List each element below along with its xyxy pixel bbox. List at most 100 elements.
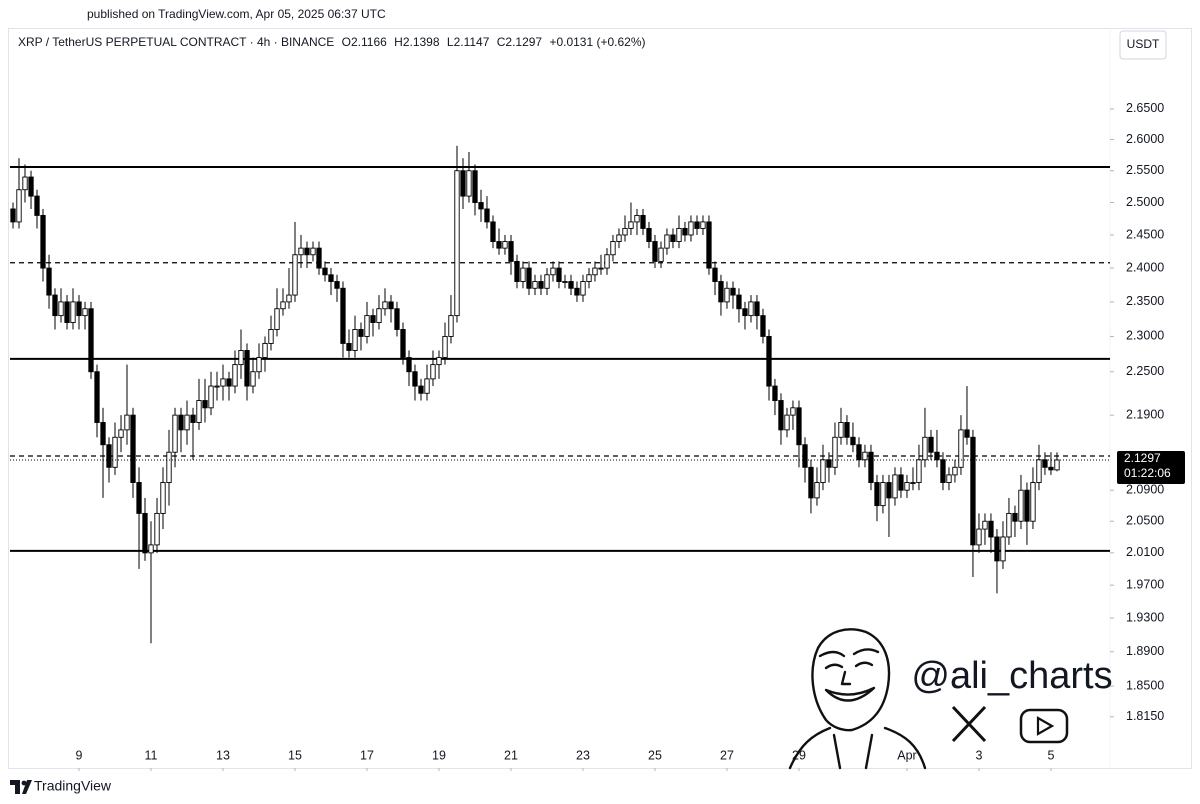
- candle-body: [1042, 459, 1048, 468]
- candle-body: [94, 371, 100, 423]
- x-tick-label: 11: [145, 748, 158, 762]
- candle-body: [190, 414, 196, 423]
- candle-body: [286, 294, 292, 303]
- candle-body: [598, 267, 604, 270]
- y-tick-label: 2.0500: [1126, 514, 1164, 528]
- candle-body: [640, 214, 646, 229]
- candle-body: [196, 400, 202, 423]
- candle-body: [166, 451, 172, 483]
- candle-body: [400, 329, 406, 358]
- x-tick-label: 13: [216, 748, 230, 762]
- x-tick-label: 5: [1047, 748, 1054, 762]
- candle-body: [304, 247, 310, 256]
- youtube-play: [1036, 716, 1055, 736]
- candle-body: [268, 329, 274, 344]
- currency-button[interactable]: [1119, 30, 1167, 60]
- candle-body: [256, 357, 262, 373]
- y-tick-label: 2.5000: [1126, 195, 1164, 209]
- candle-body: [100, 422, 106, 446]
- candle-body: [712, 267, 718, 282]
- candle-body: [616, 234, 622, 242]
- y-tick-label: 2.3500: [1126, 294, 1164, 308]
- candle-body: [118, 429, 124, 438]
- candle-body: [376, 308, 382, 323]
- watermark-handle: @ali_charts: [911, 655, 1112, 697]
- candle-body: [814, 482, 820, 499]
- ohlc-label: H: [394, 35, 403, 49]
- smile: [824, 686, 876, 702]
- candle-body: [994, 536, 1000, 562]
- candle-body: [1000, 536, 1006, 562]
- candle-body: [556, 267, 562, 282]
- candle-body: [388, 301, 394, 310]
- candle-body: [370, 315, 376, 323]
- x-tick-label: 21: [504, 748, 518, 762]
- candle-body: [328, 274, 334, 282]
- currency[interactable]: USDT: [1127, 37, 1160, 51]
- candle-body: [124, 414, 130, 431]
- candle-body: [1048, 466, 1054, 471]
- candle-body: [352, 329, 358, 351]
- candle-body: [292, 254, 298, 296]
- candle-body: [220, 378, 226, 387]
- y-tick-label: 2.4000: [1126, 260, 1164, 274]
- candle-body: [580, 281, 586, 296]
- candle-body: [724, 287, 730, 303]
- x-tick-label: 3: [975, 748, 982, 762]
- candle-body: [112, 436, 118, 468]
- last-price-box: [1117, 450, 1185, 484]
- candle-body: [754, 301, 760, 317]
- x-logo: [951, 705, 987, 743]
- candle-body: [652, 241, 658, 262]
- candle-body: [628, 221, 634, 229]
- candle-body: [730, 287, 736, 296]
- x-tick-label: 25: [648, 748, 662, 762]
- youtube-frame: [1019, 708, 1069, 744]
- candle-body: [58, 301, 64, 317]
- candle-body: [718, 281, 724, 303]
- candle-body: [280, 301, 286, 310]
- candle-body: [490, 221, 496, 242]
- y-tick-label: 2.5500: [1126, 163, 1164, 177]
- candle-body: [808, 466, 814, 499]
- candle-body: [232, 364, 238, 387]
- candle-body: [910, 482, 916, 484]
- candle-body: [142, 512, 148, 554]
- candle-body: [952, 466, 958, 476]
- candle-body: [604, 254, 610, 269]
- candle-body: [88, 308, 94, 373]
- candle-body: [322, 267, 328, 276]
- eyes: [824, 661, 874, 670]
- tradingview-logo: [10, 780, 32, 794]
- candle-body: [964, 429, 970, 438]
- candle-body: [550, 267, 556, 276]
- candle-body: [820, 459, 826, 483]
- x-tick-label: 27: [720, 748, 734, 762]
- x-tick-label: Apr: [897, 748, 916, 762]
- candle-body: [298, 247, 304, 256]
- candle-body: [670, 234, 676, 242]
- face-outline: [811, 628, 891, 732]
- candle-body: [1024, 489, 1030, 522]
- candle-body: [748, 301, 754, 317]
- candle-body: [862, 451, 868, 461]
- shoulders: [788, 726, 927, 770]
- x-tick-label: 23: [576, 748, 590, 762]
- published-note: published on TradingView.com, Apr 05, 20…: [87, 7, 386, 21]
- y-tick-label: 2.4500: [1126, 227, 1164, 241]
- ohlc-label: L: [447, 35, 454, 49]
- candle-body: [562, 281, 568, 283]
- candle-body: [46, 267, 52, 296]
- candle-body: [946, 474, 952, 483]
- candle-body: [664, 234, 670, 249]
- candle-body: [250, 371, 256, 387]
- y-tick-label: 1.8900: [1126, 644, 1164, 658]
- candle-body: [418, 385, 424, 394]
- candle-body: [874, 482, 880, 507]
- candle-body: [886, 482, 892, 499]
- candle-body: [208, 385, 214, 409]
- candle-body: [244, 350, 250, 387]
- candle-body: [982, 520, 988, 530]
- candle-body: [496, 241, 502, 249]
